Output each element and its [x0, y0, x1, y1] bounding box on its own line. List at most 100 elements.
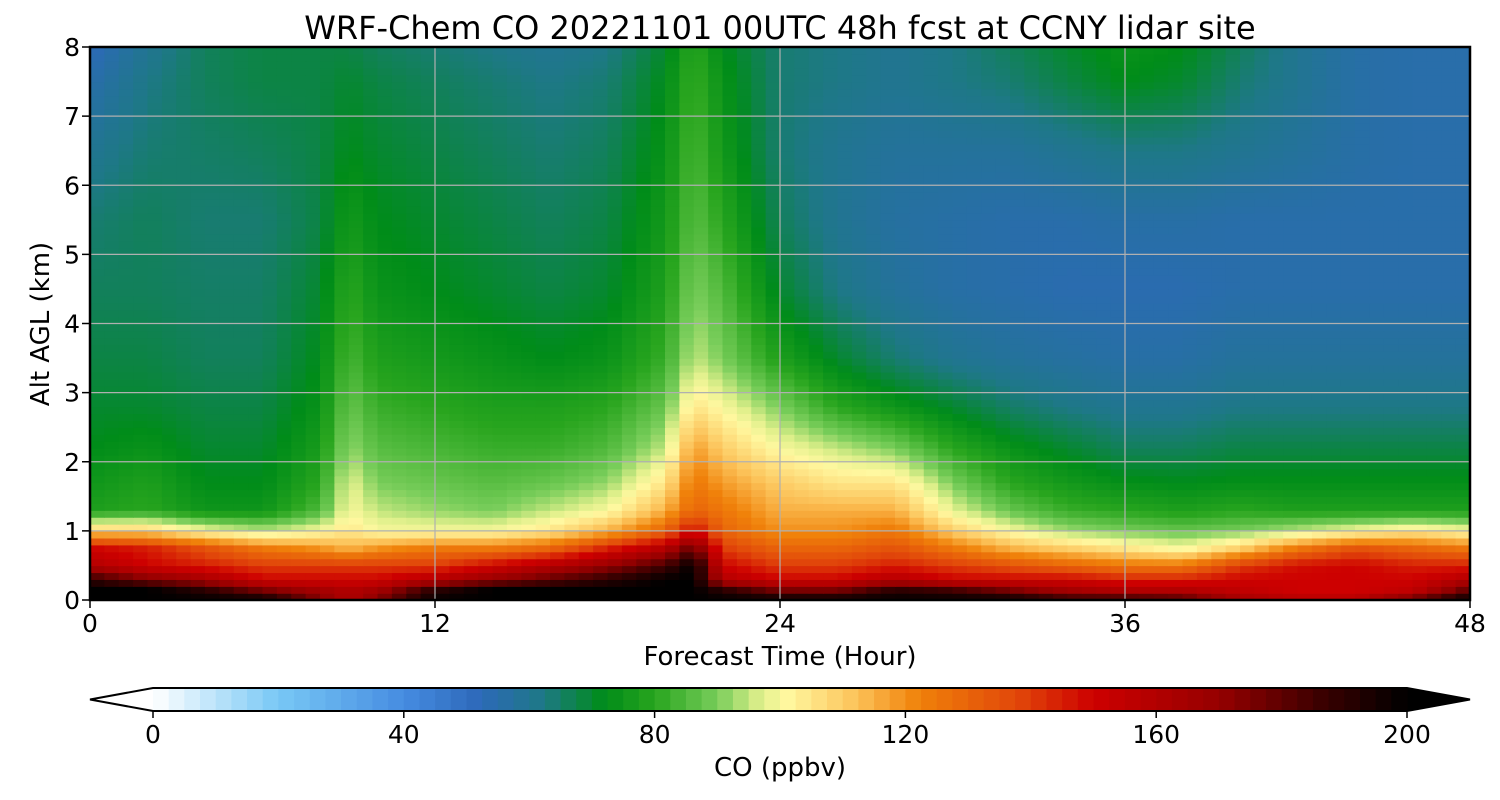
heatmap-cell [564, 551, 580, 560]
heatmap-cell [1010, 309, 1026, 318]
heatmap-cell [650, 351, 666, 359]
heatmap-cell [823, 482, 839, 491]
heatmap-cell [981, 337, 997, 345]
heatmap-cell [765, 337, 781, 345]
heatmap-cell [621, 371, 637, 380]
heatmap-cell [463, 351, 479, 359]
heatmap-cell [1053, 371, 1069, 380]
heatmap-cell [1139, 558, 1155, 567]
heatmap-cell [478, 330, 494, 339]
heatmap-cell [952, 240, 968, 249]
heatmap-cell [334, 399, 350, 408]
heatmap-cell [1081, 337, 1097, 345]
heatmap-cell [851, 579, 867, 587]
heatmap-cell [621, 517, 637, 525]
heatmap-cell [1225, 517, 1241, 525]
heatmap-cell [736, 468, 752, 477]
heatmap-cell [363, 447, 379, 456]
heatmap-cell [765, 489, 781, 498]
heatmap-cell [1355, 247, 1371, 256]
heatmap-cell [923, 240, 939, 249]
heatmap-cell [1240, 447, 1256, 456]
heatmap-cell [607, 579, 623, 587]
heatmap-cell [736, 351, 752, 359]
heatmap-cell [1168, 344, 1184, 352]
heatmap-cell [248, 482, 264, 491]
heatmap-cell [1182, 496, 1198, 504]
heatmap-cell [736, 323, 752, 332]
heatmap-cell [1326, 558, 1342, 567]
heatmap-cell [708, 420, 724, 428]
heatmap-cell [506, 240, 522, 249]
heatmap-cell [1326, 282, 1342, 290]
heatmap-cell [593, 392, 609, 401]
heatmap-cell [521, 351, 537, 359]
heatmap-cell [1283, 275, 1299, 283]
heatmap-cell [90, 316, 106, 325]
heatmap-cell [118, 233, 134, 242]
heatmap-cell [1196, 247, 1212, 256]
heatmap-cell [1268, 572, 1284, 580]
heatmap-cell [866, 517, 882, 525]
heatmap-cell [205, 261, 221, 269]
heatmap-cell [391, 475, 407, 484]
heatmap-cell [866, 565, 882, 574]
heatmap-cell [866, 282, 882, 290]
heatmap-cell [665, 240, 681, 249]
heatmap-cell [823, 530, 839, 539]
heatmap-cell [1211, 261, 1227, 269]
heatmap-cell [1225, 468, 1241, 477]
heatmap-cell [1153, 344, 1169, 352]
heatmap-cell [1125, 593, 1141, 600]
heatmap-cell [708, 302, 724, 311]
heatmap-cell [161, 351, 177, 359]
heatmap-cell [736, 309, 752, 318]
heatmap-cell [1196, 468, 1212, 477]
heatmap-cell [348, 378, 364, 387]
heatmap-cell [391, 261, 407, 269]
heatmap-cell [578, 295, 594, 304]
heatmap-cell [909, 441, 925, 449]
heatmap-cell [1182, 544, 1198, 553]
heatmap-cell [966, 593, 982, 600]
heatmap-cell [1441, 392, 1457, 401]
heatmap-cell [1297, 323, 1313, 332]
heatmap-cell [578, 593, 594, 600]
heatmap-cell [1024, 427, 1040, 435]
heatmap-cell [1398, 447, 1414, 456]
heatmap-cell [1096, 510, 1112, 518]
heatmap-cell [938, 565, 954, 574]
heatmap-cell [1053, 579, 1069, 587]
heatmap-cell [1254, 441, 1270, 449]
heatmap-cell [133, 268, 149, 276]
heatmap-cell [1254, 551, 1270, 560]
heatmap-cell [1412, 489, 1428, 498]
heatmap-cell [1240, 544, 1256, 553]
heatmap-cell [320, 447, 336, 456]
heatmap-cell [895, 413, 911, 421]
heatmap-cell [880, 461, 896, 470]
heatmap-cell [593, 496, 609, 504]
heatmap-cell [478, 565, 494, 574]
heatmap-cell [233, 302, 249, 311]
heatmap-cell [1125, 344, 1141, 352]
heatmap-cell [1268, 468, 1284, 477]
heatmap-cell [1326, 517, 1342, 525]
heatmap-cell [1081, 282, 1097, 290]
heatmap-cell [1081, 392, 1097, 401]
heatmap-cell [1110, 544, 1126, 553]
heatmap-cell [808, 475, 824, 484]
heatmap-cell [363, 261, 379, 269]
heatmap-cell [348, 392, 364, 401]
heatmap-cell [981, 475, 997, 484]
heatmap-cell [1254, 378, 1270, 387]
heatmap-cell [1067, 275, 1083, 283]
heatmap-cell [607, 337, 623, 345]
heatmap-cell [593, 316, 609, 325]
heatmap-cell [679, 572, 695, 580]
heatmap-cell [262, 323, 278, 332]
heatmap-cell [995, 586, 1011, 594]
heatmap-cell [578, 558, 594, 567]
heatmap-cell [866, 364, 882, 373]
heatmap-cell [1254, 330, 1270, 339]
